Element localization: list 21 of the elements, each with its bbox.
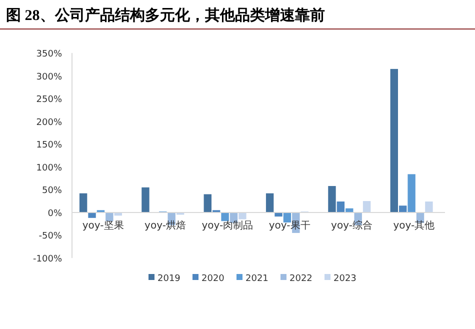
legend-label: 2022 <box>290 274 312 284</box>
legend-label: 2021 <box>246 274 268 284</box>
y-tick-label: 100% <box>36 163 62 174</box>
legend-label: 2023 <box>334 274 356 284</box>
y-tick-label: -100% <box>33 254 62 264</box>
y-tick-label: 200% <box>36 118 62 128</box>
y-tick-label: 300% <box>36 72 62 82</box>
x-tick-label: yoy-坚果 <box>82 219 124 232</box>
legend-label: 2019 <box>158 274 181 284</box>
y-tick-label: 350% <box>36 50 62 60</box>
legend-label: 2020 <box>202 274 225 284</box>
x-tick-label: yoy-综合 <box>331 219 372 232</box>
y-tick-label: 0% <box>48 208 62 219</box>
x-tick-label: yoy-其他 <box>393 219 435 232</box>
title: 图 28、公司产品结构多元化，其他品类增速靠前 <box>6 8 325 24</box>
x-tick-label: yoy-烘焙 <box>144 219 186 232</box>
y-tick-label: 250% <box>36 95 62 106</box>
x-tick-label: yoy-肉制品 <box>202 219 254 232</box>
y-tick-label: 50% <box>42 186 62 196</box>
y-tick-label: 150% <box>36 140 62 151</box>
y-tick-label: -50% <box>38 232 62 242</box>
